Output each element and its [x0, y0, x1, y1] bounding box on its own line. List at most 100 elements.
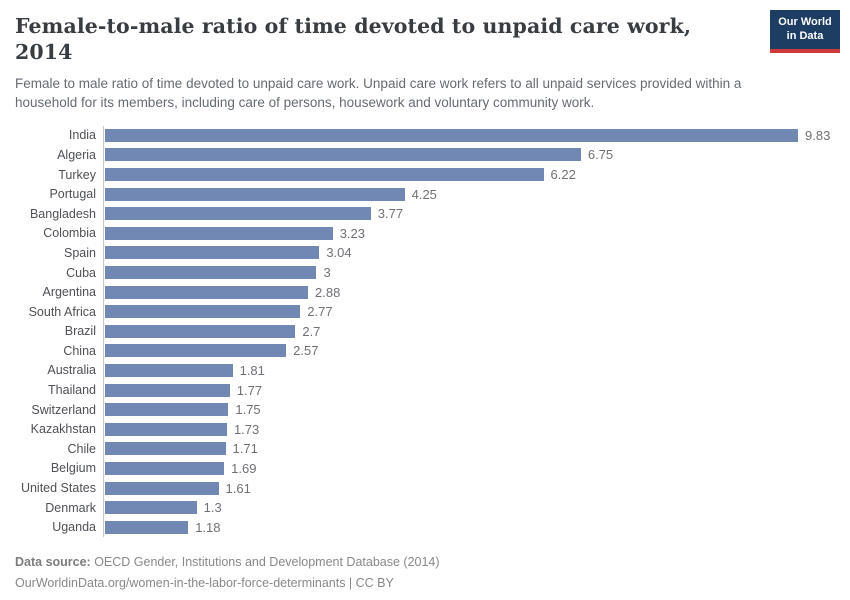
value-label: 6.22	[550, 167, 576, 183]
value-label: 2.88	[315, 284, 341, 300]
bar[interactable]	[105, 168, 544, 182]
bar-track: 1.61	[103, 478, 840, 498]
bar-row: Portugal 4.25	[15, 184, 840, 204]
bar-track: 1.75	[103, 399, 840, 420]
bar-track: 1.69	[103, 458, 840, 479]
bar-row: Thailand 1.77	[15, 380, 840, 400]
value-label: 1.73	[233, 421, 260, 437]
data-source-line: Data source: OECD Gender, Institutions a…	[15, 552, 840, 573]
country-label: Turkey	[58, 167, 96, 182]
country-label: Cuba	[66, 265, 96, 280]
bar-row: South Africa 2.77	[15, 301, 840, 322]
header: Female-to-male ratio of time devoted to …	[15, 10, 840, 65]
bar-track: 4.25	[103, 184, 840, 204]
bar[interactable]	[105, 442, 226, 456]
country-label: China	[63, 343, 96, 358]
value-label: 6.75	[587, 147, 614, 163]
bar-track: 3.77	[103, 203, 840, 224]
value-label: 1.69	[231, 460, 257, 476]
owid-logo: Our World in Data	[770, 10, 840, 53]
value-label: 1.61	[225, 480, 251, 496]
country-label: India	[68, 128, 96, 143]
value-label: 1.81	[239, 362, 265, 378]
bar[interactable]	[105, 207, 371, 221]
bar-row: Belgium 1.69	[15, 458, 840, 479]
value-label: 1.3	[203, 500, 222, 516]
value-label: 9.83	[805, 127, 831, 143]
bar-chart: India 9.83 Algeria 6.75 Turkey 6.22 Port…	[15, 125, 840, 538]
bar-row: Colombia 3.23	[15, 223, 840, 244]
page-title: Female-to-male ratio of time devoted to …	[15, 14, 692, 64]
owid-logo-line2: in Data	[786, 29, 824, 42]
country-label: Uganda	[52, 520, 96, 535]
bar[interactable]	[105, 128, 798, 142]
chart-subtitle: Female to male ratio of time devoted to …	[15, 76, 742, 111]
country-label: United States	[20, 481, 96, 496]
bar[interactable]	[105, 403, 229, 417]
bar-row: Australia 1.81	[15, 360, 840, 381]
value-label: 3.04	[326, 245, 352, 261]
value-label: 2.57	[293, 343, 319, 359]
value-label: 1.77	[236, 382, 263, 398]
bar[interactable]	[105, 422, 227, 436]
bar[interactable]	[105, 305, 301, 319]
bar-track: 2.77	[103, 301, 840, 322]
country-label: Switzerland	[31, 402, 96, 417]
bar[interactable]	[105, 461, 225, 475]
country-label: Denmark	[45, 500, 96, 515]
bar-row: Switzerland 1.75	[15, 399, 840, 420]
country-label: South Africa	[28, 304, 96, 319]
value-label: 1.18	[195, 519, 221, 535]
country-label: Belgium	[50, 461, 96, 476]
value-label: 1.71	[232, 441, 258, 457]
bar-track: 2.7	[103, 321, 840, 342]
bar-row: Algeria 6.75	[15, 145, 840, 165]
value-label: 3.23	[339, 225, 366, 241]
bar-row: Uganda 1.18	[15, 517, 840, 538]
bar-row: Bangladesh 3.77	[15, 203, 840, 224]
bar[interactable]	[105, 148, 581, 162]
bar-track: 6.22	[103, 164, 840, 185]
country-label: Kazakhstan	[30, 422, 96, 437]
country-label: Chile	[67, 441, 97, 456]
bar-row: India 9.83	[15, 125, 840, 146]
bar[interactable]	[105, 324, 296, 338]
country-label: Argentina	[42, 285, 96, 300]
value-label: 1.75	[235, 402, 261, 418]
bar[interactable]	[105, 246, 320, 260]
country-label: Algeria	[57, 147, 96, 162]
bar-row: Argentina 2.88	[15, 282, 840, 302]
bar[interactable]	[105, 187, 405, 201]
data-source-label: Data source:	[15, 555, 91, 570]
value-label: 4.25	[411, 186, 437, 202]
country-label: Bangladesh	[29, 206, 96, 221]
bar-row: Turkey 6.22	[15, 164, 840, 185]
data-source-text: OECD Gender, Institutions and Developmen…	[90, 555, 440, 570]
bar-track: 6.75	[103, 145, 840, 165]
bar[interactable]	[105, 481, 219, 495]
bar-track: 1.73	[103, 419, 840, 440]
bar[interactable]	[105, 520, 189, 534]
bar[interactable]	[105, 363, 233, 377]
bar[interactable]	[105, 501, 197, 515]
bar[interactable]	[105, 344, 287, 358]
bar[interactable]	[105, 383, 230, 397]
bar[interactable]	[105, 226, 333, 240]
bar-track: 1.81	[103, 360, 840, 381]
bar-row: Spain 3.04	[15, 243, 840, 263]
value-label: 3	[323, 265, 331, 281]
bar-row: China 2.57	[15, 341, 840, 361]
attribution-line: OurWorldinData.org/women-in-the-labor-fo…	[15, 575, 394, 590]
bar-row: Cuba 3	[15, 262, 840, 283]
bar[interactable]	[105, 266, 317, 280]
bar-row: Chile 1.71	[15, 439, 840, 459]
country-label: Thailand	[48, 383, 96, 398]
bar-track: 1.77	[103, 380, 840, 400]
value-label: 2.77	[307, 304, 333, 320]
bar-track: 9.83	[103, 125, 840, 146]
value-label: 3.77	[377, 206, 404, 222]
bar-rows: India 9.83 Algeria 6.75 Turkey 6.22 Port…	[15, 125, 840, 538]
country-label: Portugal	[49, 187, 96, 202]
bar[interactable]	[105, 285, 309, 299]
